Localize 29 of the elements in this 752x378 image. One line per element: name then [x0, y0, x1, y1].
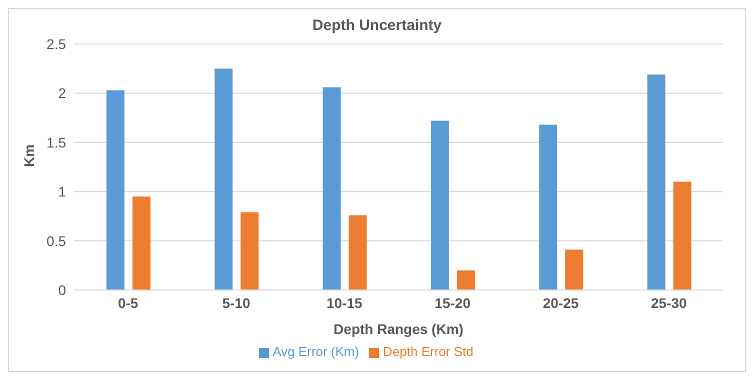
y-tick-label: 0 — [58, 282, 66, 298]
bar — [456, 270, 475, 290]
y-tick-label: 1 — [58, 184, 66, 200]
y-tick-label: 1.5 — [46, 134, 66, 150]
y-tick-label: 2 — [58, 85, 66, 102]
y-axis-title: Km — [20, 144, 37, 167]
x-tick-label: 10-15 — [326, 294, 363, 311]
legend-label: Depth Error Std — [383, 344, 474, 359]
bar — [348, 215, 367, 290]
x-tick-label: 0-5 — [118, 294, 138, 311]
y-tick-label: 2.5 — [46, 36, 66, 52]
bar — [214, 68, 233, 290]
x-tick-label: 20-25 — [542, 294, 579, 311]
x-tick-label: 15-20 — [434, 294, 471, 311]
y-tick-label: 0.5 — [46, 232, 66, 249]
bar — [106, 90, 124, 290]
chart-title: Depth Uncertainty — [311, 17, 443, 34]
bar — [430, 120, 449, 290]
bar — [240, 212, 259, 290]
legend-label: Avg Error (Km) — [272, 344, 360, 359]
x-axis-title: Depth Ranges (Km) — [334, 321, 464, 337]
x-tick-label: 5-10 — [222, 294, 250, 311]
bar — [132, 196, 150, 290]
bar — [647, 74, 666, 290]
bar — [673, 182, 692, 290]
x-tick-label: 25-30 — [651, 294, 688, 311]
bar — [322, 87, 341, 290]
bar — [539, 124, 558, 290]
bar — [565, 250, 584, 290]
